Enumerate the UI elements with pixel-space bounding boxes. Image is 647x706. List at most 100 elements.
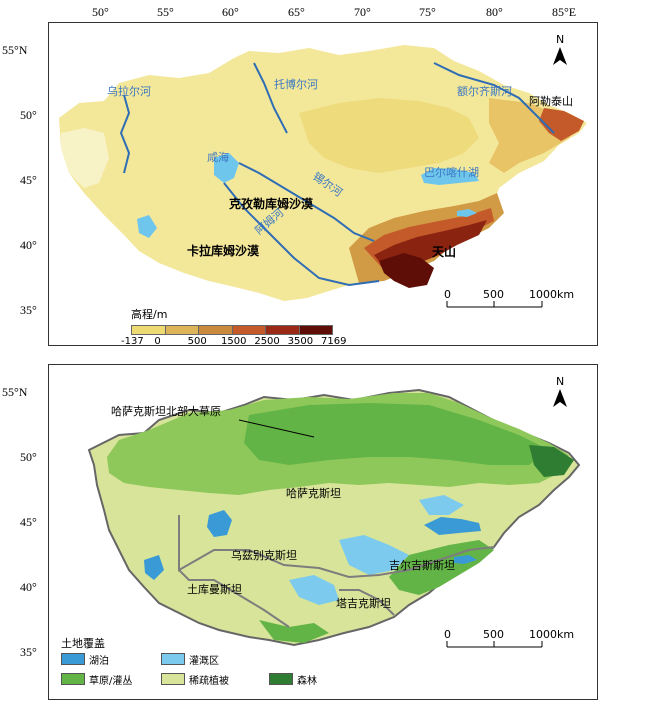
issyk-kul [457,209,477,217]
landcover-irrigated-3 [419,495,464,515]
lon-tick-60: 60° [222,5,239,19]
border-taj [339,589,395,616]
label-kyzylkum: 克孜勒库姆沙漠 [229,196,314,211]
north-arrow-icon-2: N [553,375,567,407]
amu-darya [223,182,380,287]
legend-label-grassland: 草原/灌丛 [89,676,133,687]
landcover-irrigated-1 [339,535,409,575]
label-karakum: 卡拉库姆沙漠 [187,243,260,258]
ural-river [119,94,131,174]
elevation-legend-bar [131,325,333,335]
lat-tick-35: 35° [20,303,37,317]
lat2-tick-50: 50° [20,450,37,464]
scale2-1000: 1000km [529,628,574,641]
elevation-west-light [61,128,109,188]
landcover-grassland-dense [244,403,549,465]
elevation-legend-value: 3500 [287,336,314,346]
landcover-balkhash [424,517,481,535]
legend-swatch-irrigated [161,653,185,665]
label-steppe: 哈萨克斯坦北部大草原 [111,404,221,418]
label-ural-river: 乌拉尔河 [107,84,151,98]
elevation-legend-value: -137 [121,336,144,346]
aral-sea [214,153,239,183]
scale-bar-2: 0 500 1000km [444,628,574,648]
scale2-500: 500 [483,628,504,641]
label-irtysh-river: 额尔齐斯河 [457,84,512,98]
scale-0: 0 [444,288,451,301]
elevation-legend-swatch [265,326,299,334]
elevation-legend-value: 2500 [254,336,280,346]
elevation-legend-swatch [298,326,332,334]
elevation-mid-zone [299,98,479,173]
landcover-map-panel: 哈萨克斯坦北部大草原 哈萨克斯坦 乌兹别克斯坦 吉尔吉斯斯坦 土库曼斯坦 塔吉克… [48,364,598,700]
lon-tick-55: 55° [157,5,174,19]
elevation-map-panel: 乌拉尔河 托博尔河 额尔齐斯河 阿勒泰山 咸海 锡尔河 巴尔喀什湖 克孜勒库姆沙… [48,22,598,346]
scale2-0: 0 [444,628,451,641]
legend-label-irrigated: 灌溉区 [189,656,219,667]
border-kaz-south [178,515,495,579]
lon-tick-80: 80° [486,5,503,19]
scale-500: 500 [483,288,504,301]
elevation-legend-value: 1500 [221,336,247,346]
legend-swatch-grassland [61,673,85,685]
lat-tick-50: 50° [20,108,37,122]
lat-tick-40: 40° [20,238,37,252]
elevation-legend-swatch [231,326,265,334]
lake-balkhash [421,168,479,185]
lat-tick-45: 45° [20,173,37,187]
label-tianshan: 天山 [432,244,456,259]
landcover-forest [529,445,574,477]
lon-tick-85: 85°E [552,5,577,19]
scale-bar: 0 500 1000km [444,288,574,308]
border-uzb-tkm [178,569,290,628]
landcover-caspian [144,555,164,580]
legend-swatch-lake [61,653,85,665]
north-arrow-icon: N [553,33,567,65]
elevation-legend-value: 0 [154,336,161,346]
label-uzbekistan: 乌兹别克斯坦 [231,548,297,562]
lat2-tick-40: 40° [20,580,37,594]
lat2-tick-35: 35° [20,645,37,659]
elevation-altai [539,108,584,141]
tobol-river [253,62,288,134]
landcover-legend-title: 土地覆盖 [61,637,105,650]
caspian-east [137,215,157,238]
elevation-legend-swatch [164,326,198,334]
lon-tick-50: 50° [92,5,109,19]
landcover-south-grass [259,620,329,643]
landcover-se-grassland [389,540,494,595]
landcover-irrigated-2 [289,575,339,605]
label-turkmenistan: 土库曼斯坦 [187,582,242,596]
legend-swatch-sparse [161,673,185,685]
legend-label-forest: 森林 [297,676,317,687]
elevation-legend-value: 7169 [321,336,347,346]
landcover-legend: 湖泊 灌溉区 草原/灌丛 稀疏植被 森林 [61,653,361,693]
elevation-map: 乌拉尔河 托博尔河 额尔齐斯河 阿勒泰山 咸海 锡尔河 巴尔喀什湖 克孜勒库姆沙… [59,33,587,308]
landcover-map: 哈萨克斯坦北部大草原 哈萨克斯坦 乌兹别克斯坦 吉尔吉斯斯坦 土库曼斯坦 塔吉克… [87,375,581,648]
elevation-pamir [379,253,434,288]
elevation-legend-values: -137 0 500 1500 2500 3500 7169 [117,336,357,346]
lon-tick-75: 75° [419,5,436,19]
label-tajikistan: 塔吉克斯坦 [336,596,391,610]
label-kyrgyzstan: 吉尔吉斯斯坦 [389,558,455,572]
lon-tick-70: 70° [354,5,371,19]
elevation-legend-swatch [198,326,232,334]
legend-swatch-forest [269,673,293,685]
elevation-legend-value: 500 [187,336,207,346]
landcover-aral-sea [207,510,232,537]
landcover-issyk-kul [454,555,477,564]
lat2-tick-45: 45° [20,515,37,529]
elevation-legend-swatch [132,326,165,334]
elevation-land [59,45,587,301]
north-label: N [556,33,564,46]
lon-tick-65: 65° [288,5,305,19]
lat-tick-55: 55°N [2,43,28,57]
label-tobol-river: 托博尔河 [274,77,318,91]
label-altai: 阿勒泰山 [529,94,573,108]
label-kazakhstan: 哈萨克斯坦 [286,486,341,500]
label-balkhash: 巴尔喀什湖 [424,166,479,179]
elevation-legend-title: 高程/m [131,308,168,321]
scale-1000: 1000km [529,288,574,301]
syr-darya [238,162,375,242]
label-aral-sea: 咸海 [207,150,229,164]
